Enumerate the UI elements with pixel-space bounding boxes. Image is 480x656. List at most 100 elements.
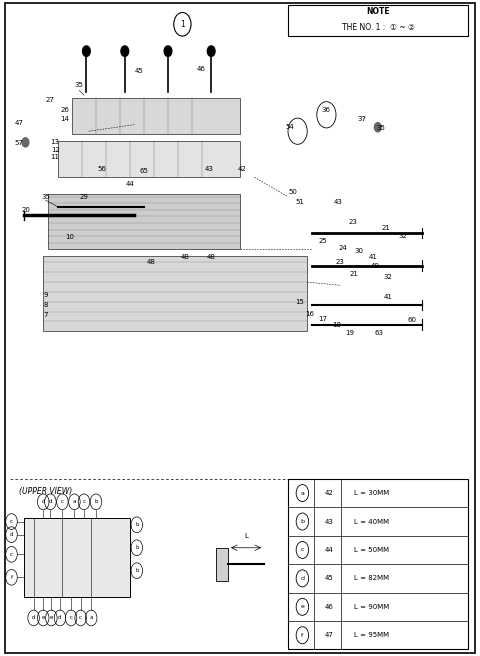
Text: 30: 30 xyxy=(355,247,363,254)
Bar xyxy=(288,5,468,36)
Text: c: c xyxy=(83,499,85,504)
Text: 23: 23 xyxy=(348,218,357,225)
Circle shape xyxy=(83,46,90,56)
Text: 8: 8 xyxy=(43,302,48,308)
Bar xyxy=(58,141,240,177)
Text: d: d xyxy=(41,499,45,504)
Text: 27: 27 xyxy=(46,96,55,103)
Text: a: a xyxy=(89,615,93,621)
Text: 43: 43 xyxy=(324,518,333,525)
Text: 45: 45 xyxy=(135,68,144,74)
Text: 40: 40 xyxy=(371,262,380,269)
Text: 54: 54 xyxy=(285,124,294,131)
Text: 44: 44 xyxy=(125,180,134,187)
Text: c: c xyxy=(10,519,13,524)
Text: L = 95MM: L = 95MM xyxy=(354,632,390,638)
Circle shape xyxy=(22,138,29,147)
Text: 10: 10 xyxy=(65,234,74,241)
Text: 45: 45 xyxy=(324,575,333,581)
Text: 46: 46 xyxy=(324,604,333,610)
Text: b: b xyxy=(135,568,139,573)
Text: e: e xyxy=(49,615,53,621)
Text: 48: 48 xyxy=(147,259,156,266)
Text: 16: 16 xyxy=(305,310,314,317)
Text: 35: 35 xyxy=(75,82,84,89)
Text: 11: 11 xyxy=(51,154,60,161)
Text: c: c xyxy=(61,499,64,504)
Text: L = 50MM: L = 50MM xyxy=(354,547,390,553)
Text: 35: 35 xyxy=(376,125,385,131)
Text: 29: 29 xyxy=(80,194,88,200)
Text: 42: 42 xyxy=(324,490,333,496)
Bar xyxy=(288,479,468,649)
Text: L = 40MM: L = 40MM xyxy=(354,518,390,525)
Text: 46: 46 xyxy=(197,66,206,72)
Text: e: e xyxy=(41,615,45,621)
Text: NOTE: NOTE xyxy=(366,7,390,16)
Text: L: L xyxy=(244,533,248,539)
Text: 32: 32 xyxy=(399,233,408,239)
Text: 12: 12 xyxy=(51,146,60,153)
Text: 1: 1 xyxy=(180,20,185,29)
Text: e: e xyxy=(300,604,304,609)
Bar xyxy=(24,518,130,597)
Text: 63: 63 xyxy=(375,330,384,337)
Text: a: a xyxy=(72,499,76,504)
Bar xyxy=(43,256,307,331)
Text: c: c xyxy=(300,548,304,552)
Text: 60: 60 xyxy=(408,317,416,323)
Circle shape xyxy=(121,46,129,56)
Text: 47: 47 xyxy=(15,120,24,127)
Text: 19: 19 xyxy=(345,330,354,337)
Text: c: c xyxy=(79,615,82,621)
Bar xyxy=(72,98,240,134)
Text: d: d xyxy=(58,615,62,621)
Text: 20: 20 xyxy=(22,207,31,213)
Text: 48: 48 xyxy=(207,254,216,260)
Text: 41: 41 xyxy=(369,254,378,260)
Text: b: b xyxy=(300,519,304,524)
Text: f: f xyxy=(11,575,12,580)
Text: 21: 21 xyxy=(382,225,391,232)
Text: 18: 18 xyxy=(333,321,341,328)
Text: 14: 14 xyxy=(60,116,69,123)
Text: 41: 41 xyxy=(384,293,392,300)
Text: 26: 26 xyxy=(60,106,69,113)
Text: 48: 48 xyxy=(180,254,189,260)
Text: d: d xyxy=(48,499,52,504)
Text: c: c xyxy=(10,552,13,557)
Text: 51: 51 xyxy=(296,199,304,205)
Text: 65: 65 xyxy=(140,167,148,174)
Circle shape xyxy=(374,123,381,132)
Text: b: b xyxy=(135,522,139,527)
Text: 7: 7 xyxy=(43,312,48,318)
Bar xyxy=(48,194,240,249)
Text: 15: 15 xyxy=(296,298,304,305)
Text: 47: 47 xyxy=(324,632,333,638)
Text: 43: 43 xyxy=(334,199,343,205)
Text: c: c xyxy=(70,615,72,621)
Text: b: b xyxy=(135,545,139,550)
Text: 35: 35 xyxy=(41,194,50,200)
Text: f: f xyxy=(301,633,303,638)
Text: 21: 21 xyxy=(350,271,359,277)
Text: a: a xyxy=(300,491,304,495)
Text: 9: 9 xyxy=(43,292,48,298)
Text: d: d xyxy=(32,615,36,621)
Text: 32: 32 xyxy=(384,274,392,280)
Text: 43: 43 xyxy=(204,166,213,173)
Text: THE NO. 1 :  ① ~ ②: THE NO. 1 : ① ~ ② xyxy=(342,23,414,31)
Text: 17: 17 xyxy=(318,316,327,323)
Text: L = 30MM: L = 30MM xyxy=(354,490,390,496)
Text: 37: 37 xyxy=(358,116,367,123)
Text: d: d xyxy=(10,532,13,537)
Text: b: b xyxy=(94,499,98,504)
Circle shape xyxy=(164,46,172,56)
Text: 36: 36 xyxy=(322,107,331,113)
Text: 42: 42 xyxy=(238,166,247,173)
Text: 24: 24 xyxy=(339,245,348,251)
Text: d: d xyxy=(300,576,304,581)
Bar xyxy=(216,548,228,581)
Circle shape xyxy=(207,46,215,56)
Text: 44: 44 xyxy=(324,547,333,553)
